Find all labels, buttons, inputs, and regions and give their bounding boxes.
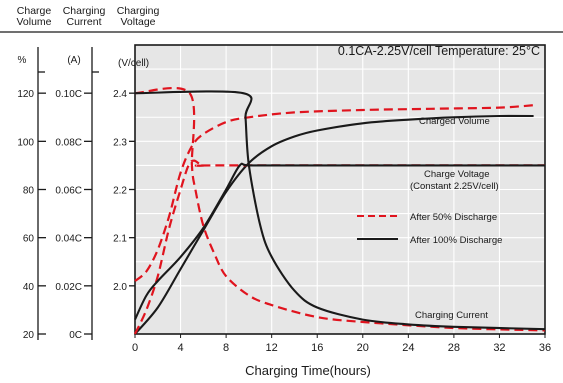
annotation-constant-voltage: (Constant 2.25V/cell) [410, 181, 499, 192]
volume-tick-label: 80 [23, 186, 35, 197]
x-axis-label: Charging Time(hours) [245, 363, 371, 378]
series-100pct-charge-voltage-line [134, 162, 545, 321]
voltage-tick-label: 2.4 [113, 89, 127, 100]
series-50pct-charged-volume-line [134, 104, 534, 282]
header-charging-current-line1: Charging [62, 5, 106, 17]
x-tick-label: 4 [177, 342, 183, 354]
voltage-tick-label: 2.3 [113, 137, 127, 148]
legend-label-100pct: After 100% Discharge [410, 235, 502, 246]
header-charging-current: Charging Current [58, 6, 110, 28]
annotation-charged-volume: Charged Volume [419, 116, 490, 127]
volume-tick-label: 100 [17, 137, 34, 148]
current-axis-unit: (A) [67, 55, 80, 66]
header-charging-current-line2: Current [66, 16, 102, 28]
header-charge-volume: Charge Volume [12, 6, 56, 28]
voltage-axis-unit: (V/cell) [118, 58, 149, 69]
current-tick-label: 0.04C [55, 234, 82, 245]
x-tick-label: 20 [357, 342, 369, 354]
x-tick-label: 36 [539, 342, 551, 354]
volume-tick-label: 60 [23, 234, 35, 245]
current-tick-label: 0.06C [55, 186, 82, 197]
x-tick-label: 32 [493, 342, 505, 354]
header-charging-voltage: Charging Voltage [112, 6, 164, 28]
series-50pct-charging-current-line [134, 87, 546, 332]
current-tick-label: 0.02C [55, 282, 82, 293]
series-100pct-charged-volume-line [134, 114, 534, 335]
volume-tick-label: 120 [17, 89, 34, 100]
x-tick-label: 12 [266, 342, 278, 354]
volume-tick-label: 20 [23, 330, 35, 341]
chart-title: 0.1CA-2.25V/cell Temperature: 25°C [338, 44, 540, 58]
legend: After 50% Discharge After 100% Discharge [357, 212, 502, 246]
x-tick-label: 0 [132, 342, 138, 354]
current-tick-label: 0.08C [55, 137, 82, 148]
left-axes: % (A) (V/cell) 120 100 80 60 40 20 0.10C 0.08C 0.06… [17, 47, 149, 341]
header-charge-volume-line2: Volume [16, 16, 52, 28]
x-tick-label: 24 [402, 342, 414, 354]
header-charge-volume-line1: Charge [16, 5, 52, 17]
x-axis-ticks: 0 4 8 12 16 20 24 28 32 36 [132, 334, 551, 354]
header-charging-voltage-line1: Charging [116, 5, 160, 17]
x-tick-label: 28 [448, 342, 460, 354]
volume-axis-unit: % [18, 55, 27, 66]
x-tick-label: 8 [223, 342, 229, 354]
current-tick-label: 0.10C [55, 89, 82, 100]
header-charging-voltage-line2: Voltage [120, 16, 156, 28]
annotation-charging-current: Charging Current [415, 310, 488, 321]
data-curves [134, 87, 546, 335]
series-100pct-charging-current-line [134, 90, 546, 331]
voltage-tick-label: 2.2 [113, 186, 127, 197]
voltage-tick-label: 2.0 [113, 282, 127, 293]
x-tick-label: 16 [311, 342, 323, 354]
volume-tick-label: 40 [23, 282, 35, 293]
annotation-charge-voltage: Charge Voltage [424, 169, 490, 180]
current-tick-label: 0C [69, 330, 82, 341]
voltage-tick-label: 2.1 [113, 234, 127, 245]
legend-label-50pct: After 50% Discharge [410, 212, 497, 223]
